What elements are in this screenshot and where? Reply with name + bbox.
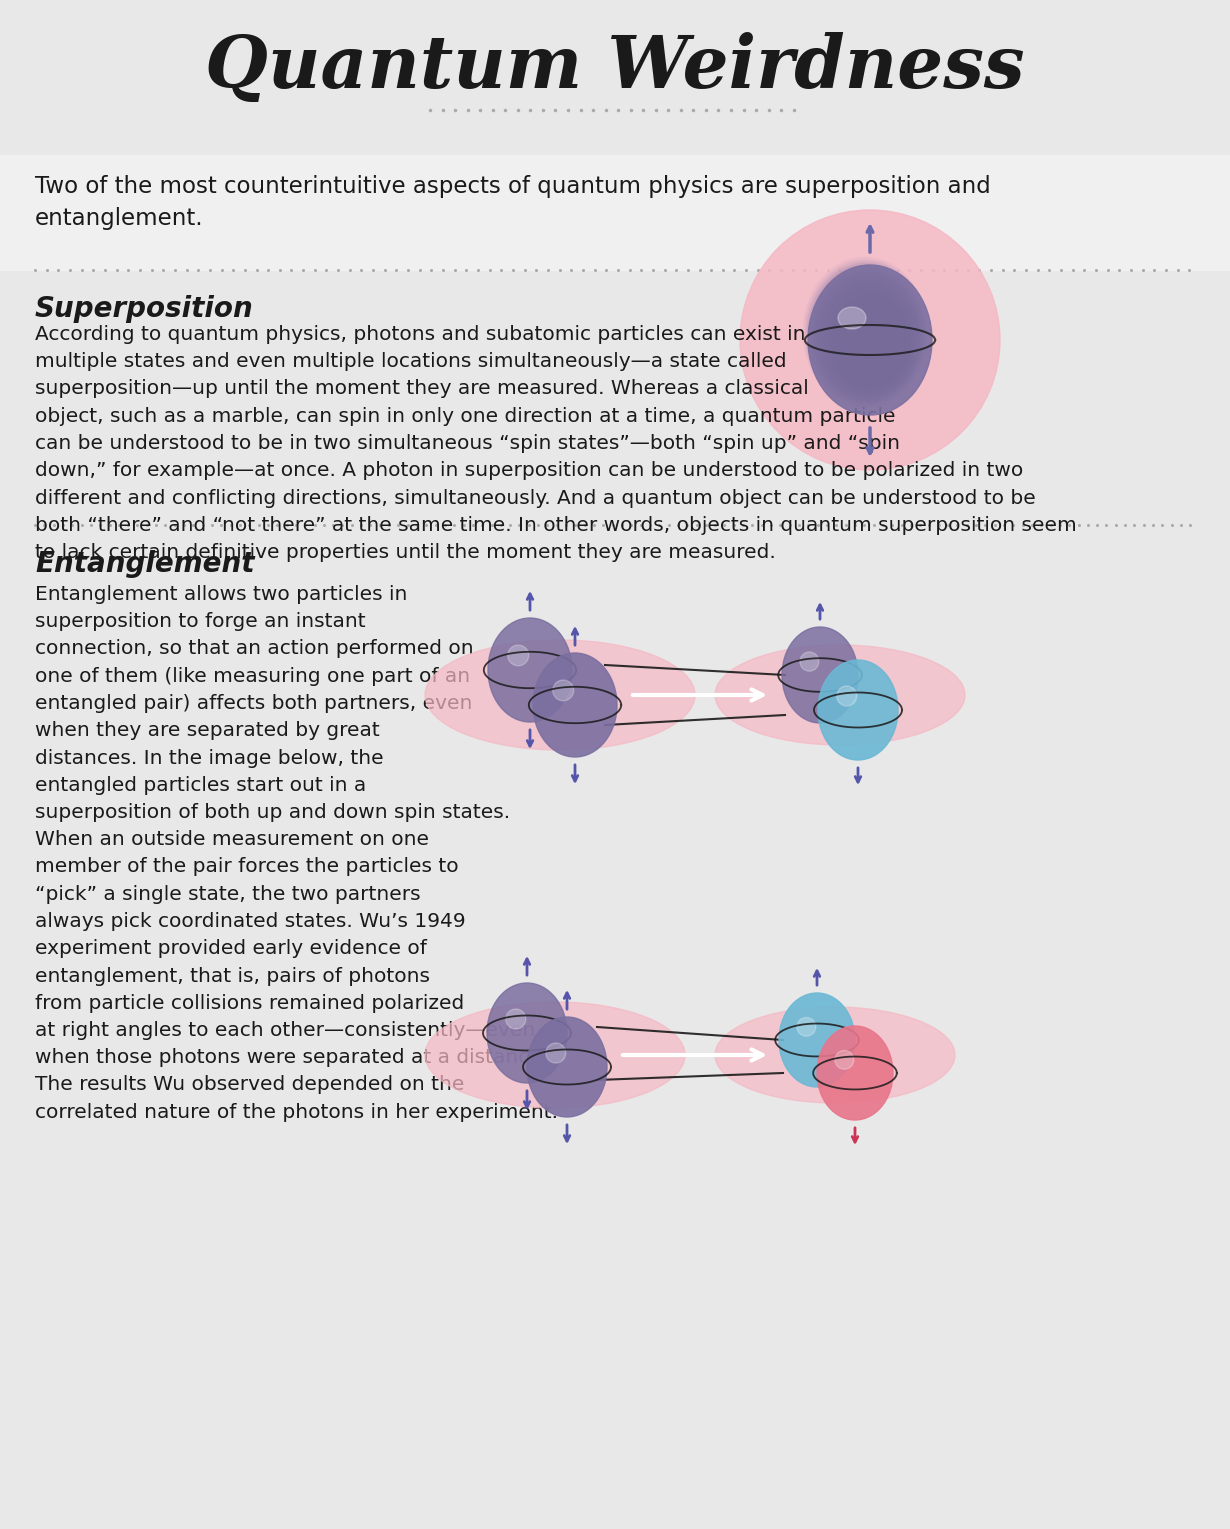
Ellipse shape (488, 618, 572, 722)
Text: Quantum Weirdness: Quantum Weirdness (205, 32, 1025, 104)
Ellipse shape (779, 992, 855, 1087)
Ellipse shape (811, 268, 922, 402)
Ellipse shape (506, 1009, 525, 1029)
Ellipse shape (782, 627, 859, 723)
Ellipse shape (838, 307, 866, 329)
Ellipse shape (830, 294, 910, 388)
Ellipse shape (546, 1043, 566, 1063)
Ellipse shape (426, 1001, 685, 1109)
Ellipse shape (508, 645, 529, 665)
Ellipse shape (804, 258, 926, 407)
Ellipse shape (533, 653, 617, 757)
Ellipse shape (426, 641, 695, 751)
Ellipse shape (806, 261, 925, 405)
Ellipse shape (824, 284, 914, 393)
Ellipse shape (487, 983, 567, 1083)
Ellipse shape (822, 281, 915, 394)
Ellipse shape (797, 1017, 815, 1037)
Ellipse shape (836, 687, 857, 706)
Text: Entanglement: Entanglement (34, 550, 255, 578)
Ellipse shape (809, 265, 924, 404)
Ellipse shape (817, 1026, 893, 1121)
Ellipse shape (812, 269, 921, 401)
Ellipse shape (740, 209, 1000, 469)
Ellipse shape (828, 289, 911, 391)
Ellipse shape (827, 287, 913, 391)
Ellipse shape (815, 274, 920, 399)
Ellipse shape (803, 257, 927, 407)
Ellipse shape (814, 271, 920, 401)
Ellipse shape (552, 680, 573, 700)
Ellipse shape (715, 1008, 954, 1102)
Ellipse shape (526, 1017, 606, 1118)
Ellipse shape (808, 263, 924, 404)
Ellipse shape (820, 278, 916, 396)
Bar (0, 154, 1230, 271)
Ellipse shape (835, 1050, 854, 1069)
Text: According to quantum physics, photons and subatomic particles can exist in
multi: According to quantum physics, photons an… (34, 326, 1076, 563)
Ellipse shape (833, 295, 909, 388)
Ellipse shape (829, 291, 911, 390)
Ellipse shape (818, 277, 918, 398)
Text: Two of the most counterintuitive aspects of quantum physics are superposition an: Two of the most counterintuitive aspects… (34, 174, 990, 229)
Text: Superposition: Superposition (34, 295, 253, 323)
Ellipse shape (823, 283, 915, 394)
Ellipse shape (800, 651, 819, 671)
Ellipse shape (817, 275, 919, 398)
Text: Entanglement allows two particles in
superposition to forge an instant
connectio: Entanglement allows two particles in sup… (34, 586, 558, 1122)
Ellipse shape (715, 645, 966, 745)
Ellipse shape (818, 661, 898, 760)
Ellipse shape (808, 265, 932, 414)
